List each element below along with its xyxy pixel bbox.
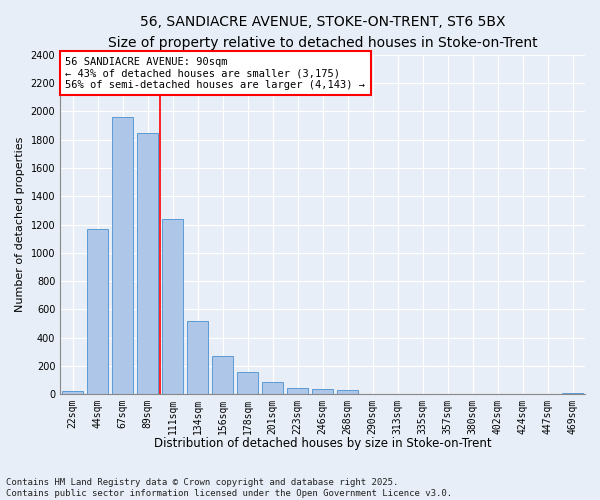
Bar <box>162 219 183 394</box>
X-axis label: Distribution of detached houses by size in Stoke-on-Trent: Distribution of detached houses by size … <box>154 437 491 450</box>
Y-axis label: Number of detached properties: Number of detached properties <box>15 137 25 312</box>
Bar <box>312 389 333 394</box>
Text: 56 SANDIACRE AVENUE: 90sqm
← 43% of detached houses are smaller (3,175)
56% of s: 56 SANDIACRE AVENUE: 90sqm ← 43% of deta… <box>65 56 365 90</box>
Bar <box>287 388 308 394</box>
Text: Contains HM Land Registry data © Crown copyright and database right 2025.
Contai: Contains HM Land Registry data © Crown c… <box>6 478 452 498</box>
Bar <box>187 320 208 394</box>
Bar <box>112 117 133 394</box>
Bar <box>237 372 258 394</box>
Bar <box>137 132 158 394</box>
Bar <box>87 229 108 394</box>
Title: 56, SANDIACRE AVENUE, STOKE-ON-TRENT, ST6 5BX
Size of property relative to detac: 56, SANDIACRE AVENUE, STOKE-ON-TRENT, ST… <box>108 15 538 50</box>
Bar <box>562 392 583 394</box>
Bar <box>262 382 283 394</box>
Bar <box>337 390 358 394</box>
Bar <box>212 356 233 394</box>
Bar <box>62 390 83 394</box>
